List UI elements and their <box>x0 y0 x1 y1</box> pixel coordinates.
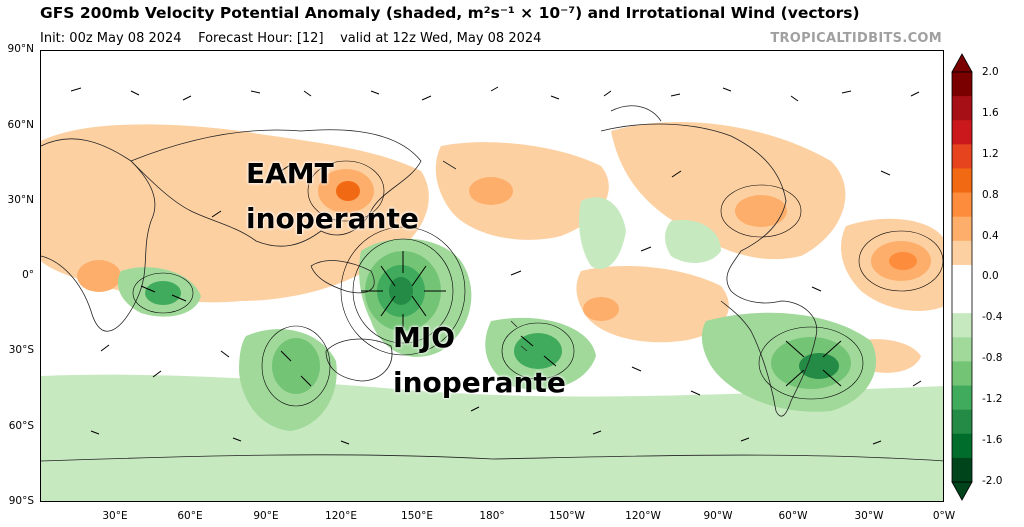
colorbar-swatch <box>952 192 972 218</box>
lon-label-150e: 150°E <box>401 510 433 522</box>
lat-label-60s: 60°S <box>8 420 34 432</box>
colorbar-swatch <box>952 289 972 314</box>
colorbar-swatch <box>952 240 972 266</box>
negative-core-south-america-max <box>799 353 839 379</box>
colorbar-swatch <box>952 72 972 97</box>
colorbar-bottom-extend <box>951 481 973 501</box>
negative-region-east-pacific <box>579 197 626 270</box>
init-time: Init: 00z May 08 2024 <box>40 31 182 46</box>
colorbar-label: 2.0 <box>982 66 999 78</box>
lon-label-30w: 30°W <box>854 510 884 522</box>
wind-vectors <box>70 86 922 445</box>
lon-label-90w: 90°W <box>703 510 733 522</box>
colorbar-top-extend <box>951 53 973 73</box>
colorbar-swatch <box>952 168 972 194</box>
colorbar-label: -1.2 <box>982 393 1003 405</box>
lon-label-90e: 90°E <box>253 510 279 522</box>
lat-label-90n: 90°N <box>7 43 34 55</box>
positive-region-north-america <box>611 122 846 260</box>
positive-core-atlantic-max <box>889 252 917 270</box>
map-panel <box>40 50 944 502</box>
lon-label-120e: 120°E <box>325 510 357 522</box>
colorbar-swatch <box>952 433 972 459</box>
annotation-eamt-status: inoperante <box>246 202 419 235</box>
colorbar-label: 1.2 <box>982 148 999 160</box>
map-title: GFS 200mb Velocity Potential Anomaly (sh… <box>40 4 860 22</box>
colorbar-label: 0.4 <box>982 230 999 242</box>
colorbar-swatch <box>952 120 972 145</box>
positive-core-north-america <box>735 195 787 227</box>
lat-label-30n: 30°N <box>7 194 34 206</box>
negative-region-tropical-east-pacific <box>665 220 721 263</box>
annotation-mjo: MJO <box>393 321 456 354</box>
positive-region-north-pacific <box>435 142 609 240</box>
colorbar-swatch <box>952 96 972 121</box>
contour-lines <box>132 160 943 407</box>
annotation-eamt: EAMT <box>246 157 334 190</box>
lon-label-120w: 120°W <box>625 510 661 522</box>
colorbar <box>951 53 973 501</box>
positive-core-east-asia-max <box>336 181 360 201</box>
annotation-mjo-status: inoperante <box>393 366 566 399</box>
colorbar-label: 0.8 <box>982 189 999 201</box>
colorbar-swatch <box>952 457 972 483</box>
lon-label-150w: 150°W <box>549 510 585 522</box>
velocity-potential-map <box>41 51 943 501</box>
colorbar-swatch <box>952 144 972 169</box>
valid-time: valid at 12z Wed, May 08 2024 <box>340 31 542 46</box>
colorbar-swatch <box>952 313 972 338</box>
colorbar-label: -0.4 <box>982 311 1003 323</box>
coastlines <box>41 105 943 462</box>
positive-core-north-pacific <box>469 177 513 205</box>
colorbar-label: 0.0 <box>982 270 999 282</box>
colorbar-swatch <box>952 264 972 290</box>
lat-label-30s: 30°S <box>8 344 34 356</box>
lon-label-30e: 30°E <box>102 510 128 522</box>
colorbar-label: 1.6 <box>982 107 999 119</box>
site-watermark: TROPICALTIDBITS.COM <box>770 31 942 46</box>
colorbar-label: -1.6 <box>982 434 1003 446</box>
colorbar-label: -2.0 <box>982 475 1003 487</box>
colorbar-frame <box>951 71 973 483</box>
colorbar-swatch <box>952 216 972 242</box>
colorbar-swatch <box>952 385 972 411</box>
lon-label-60e: 60°E <box>177 510 203 522</box>
lat-label-60n: 60°N <box>7 119 34 131</box>
colorbar-swatch <box>952 409 972 435</box>
positive-region-central-pacific <box>576 266 729 343</box>
negative-core-maritime-3 <box>389 277 413 305</box>
positive-core-africa <box>77 260 121 292</box>
init-forecast-valid-line: Init: 00z May 08 2024 Forecast Hour: [12… <box>40 31 541 46</box>
negative-core-south-pacific <box>514 333 562 369</box>
lat-label-90s: 90°S <box>8 495 34 507</box>
positive-core-central-pacific <box>583 297 619 321</box>
negative-core-south-indian <box>272 338 320 394</box>
colorbar-swatch <box>952 337 972 362</box>
lat-label-0: 0° <box>22 269 34 281</box>
forecast-hour: Forecast Hour: [12] <box>198 31 324 46</box>
negative-core-indian-ocean <box>145 281 181 305</box>
lon-label-60w: 60°W <box>778 510 808 522</box>
lon-label-0w: 0°W <box>932 510 956 522</box>
lon-label-180: 180° <box>479 510 505 522</box>
colorbar-swatch <box>952 361 972 387</box>
colorbar-label: -0.8 <box>982 352 1003 364</box>
